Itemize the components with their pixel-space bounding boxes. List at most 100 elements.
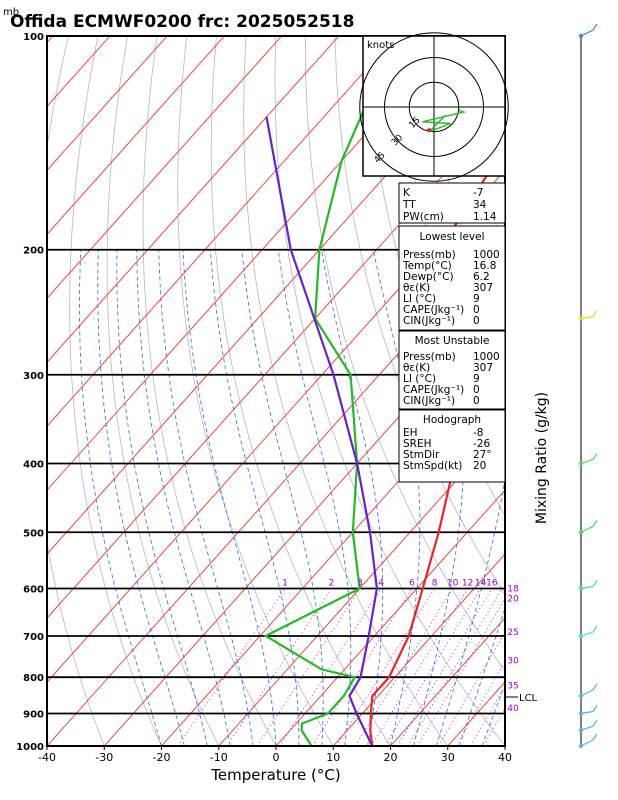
wind-barb-staff [580,739,594,747]
pw-label: PW(cm) [403,211,444,223]
moist-adiabat [116,249,208,746]
wind-barb-column [579,23,598,748]
dry-adiabat [47,36,105,746]
moist-adiabat [182,249,277,746]
isotherm [275,489,505,746]
wind-barb [579,705,598,716]
most-unstable-header: Most Unstable [415,335,490,347]
wind-barb-flag [592,23,598,31]
mixing-ratio-line [384,588,481,746]
wind-barb-staff [580,585,594,590]
wind-barb [579,625,598,639]
hodograph-stats-header: Hodograph [423,414,481,426]
hodograph-stats-panel: Hodograph EH -8 SREH -26 StmDir 27° StmSpd(kt)… [398,409,506,483]
mixing-ratio-line [417,597,505,746]
mixing-ratio-line [279,588,382,746]
wind-barb-staff [580,725,594,731]
mixing-ratio-line [470,685,505,746]
mixing-ratio-label: 25 [507,628,518,638]
hodograph-trace [422,109,467,133]
isotherm [47,36,225,235]
mixing-ratio-line [335,588,435,746]
lowest-level-label: θε(K) [403,282,430,294]
dry-adiabat [602,36,618,746]
wind-barb-staff [580,458,594,465]
hodograph-unit-label: knots [367,40,394,51]
isotherm [47,233,505,746]
dewpoint-profile [263,36,398,746]
temperature-tick-label: -40 [38,751,56,764]
lowest-level-value: 16.8 [473,260,496,272]
pressure-tick-label: 1000 [16,742,44,753]
mixing-ratio-line [438,631,505,746]
mixing-ratio-label: 30 [507,656,519,666]
most-unstable-label: Press(mb) [403,351,456,363]
wind-barb-flag [592,519,598,527]
moist-adiabat [241,249,324,746]
dry-adiabat [142,36,277,746]
isotherm [218,425,505,746]
isotherm [47,36,168,171]
wind-barb [579,683,598,698]
hodograph-stat-label: EH [403,427,418,439]
isotherm [47,36,397,427]
dry-adiabat [572,36,618,746]
temperature-tick-label: -30 [95,751,113,764]
pressure-tick-label: 800 [23,673,44,684]
wind-barb [579,23,598,38]
mixing-ratio-label: 8 [432,578,438,588]
temperature-tick-label: 0 [273,751,280,764]
wind-barb-flag [592,453,598,460]
isotherm [47,36,111,108]
chart-title: Offida ECMWF0200 frc: 2025052518 [10,12,354,32]
lcl-label: LCL [519,693,538,704]
lowest-level-value: 0 [473,315,480,327]
dry-adiabat [513,36,618,746]
temperature-tick-label: -20 [153,751,171,764]
moist-adiabat [321,249,384,746]
mixing-ratio-label: 4 [378,578,384,588]
isotherm [390,617,505,746]
dry-adiabat [304,36,505,672]
pw-value: 1.14 [473,211,497,223]
parcel-trace [265,116,379,746]
hodograph-stat-value: 20 [473,460,486,472]
most-unstable-value: 1000 [473,351,500,363]
hodograph-stat-value: -26 [473,438,490,450]
most-unstable-label: CAPE(Jkg⁻¹) [403,384,464,396]
most-unstable-label: LI (°C) [403,373,436,385]
lowest-level-value: 1000 [473,249,500,261]
lowest-level-value: 6.2 [473,271,490,283]
moist-adiabat [277,249,352,746]
moist-adiabat [136,249,231,746]
most-unstable-value: 0 [473,395,480,407]
hodograph-stat-label: StmSpd(kt) [403,460,462,472]
dry-adiabat [274,36,505,746]
pressure-tick-label: 700 [23,632,44,643]
wind-barb-staff [580,525,594,533]
most-unstable-value: 0 [473,384,480,396]
pressure-tick-label: 900 [23,710,44,721]
lowest-level-label: CAPE(Jkg⁻¹) [403,304,464,316]
pressure-tick-label: 300 [23,371,44,382]
wind-barb [579,733,598,748]
hodograph-ring [359,32,509,182]
dry-adiabat [69,36,162,746]
mixing-ratio-label: 2 [328,578,334,588]
wind-barb-flag [592,310,598,317]
moist-adiabat [158,249,254,746]
wind-barb-flag [592,625,598,633]
lowest-level-label: Press(mb) [403,249,456,261]
isotherm [332,553,505,746]
wind-barb-staff [580,315,594,320]
mixing-ratio-line [370,588,469,746]
k-value: -7 [473,187,483,199]
mixing-ratio-line [483,707,505,746]
moist-adiabat [79,249,162,746]
most-unstable-label: CIN(Jkg⁻¹) [403,395,455,407]
mixing-ratio-axis-label: Mixing Ratio (g/kg) [534,392,550,524]
pressure-tick-label: 600 [23,584,44,595]
lowest-level-label: LI (°C) [403,293,436,305]
mixing-ratio-line [354,588,453,746]
